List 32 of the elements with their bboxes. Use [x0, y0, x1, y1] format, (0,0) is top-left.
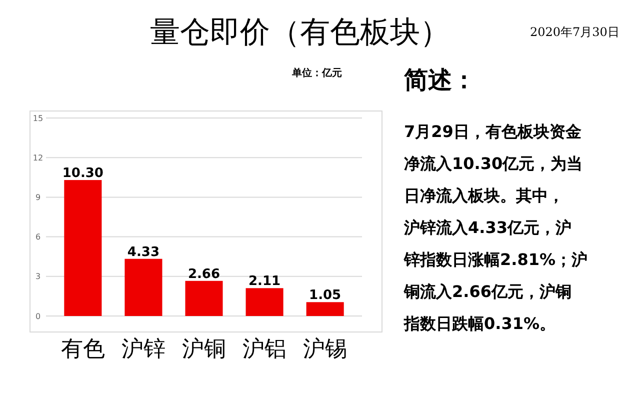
x-tick-label: 沪锌 — [121, 337, 166, 362]
y-tick-label: 3 — [35, 272, 41, 282]
text: 锌指数日涨幅2.81%；沪 — [403, 250, 588, 269]
bar — [64, 180, 102, 316]
bar — [246, 288, 284, 316]
text: 指数日跌幅0.31%。 — [403, 314, 556, 333]
text: 简述： — [403, 65, 476, 94]
y-tick-label: 12 — [32, 153, 44, 162]
bar — [306, 302, 344, 316]
text: 沪锌流入4.33亿元，沪 — [403, 218, 572, 237]
data-label: 2.66 — [188, 266, 220, 282]
y-tick-label: 0 — [35, 312, 41, 321]
x-tick-label: 有色 — [60, 337, 105, 362]
data-label: 2.11 — [248, 274, 281, 290]
y-tick-label: 9 — [35, 193, 41, 202]
text: 7月29日，有色板块资金 — [404, 122, 582, 141]
x-tick-label: 沪锡 — [303, 337, 348, 362]
data-label: 1.05 — [309, 288, 342, 304]
chart-title: 量仓即价（有色板块） — [150, 15, 450, 50]
y-tick-label: 6 — [35, 232, 41, 242]
text: 净流入10.30亿元，为当 — [404, 154, 583, 173]
text: 2020年7月30日 — [530, 25, 620, 39]
data-label: 4.33 — [127, 244, 160, 260]
bar — [124, 258, 162, 316]
x-tick-label: 沪铝 — [242, 337, 287, 362]
text: 日净流入板块。其中， — [404, 186, 564, 205]
y-tick-label: 15 — [32, 114, 44, 123]
data-label: 10.30 — [62, 166, 104, 182]
x-tick-label: 沪铜 — [182, 337, 226, 362]
text: 单位：亿元 — [291, 67, 342, 79]
text: 铜流入2.66亿元，沪铜 — [403, 282, 572, 301]
bar — [185, 280, 223, 316]
